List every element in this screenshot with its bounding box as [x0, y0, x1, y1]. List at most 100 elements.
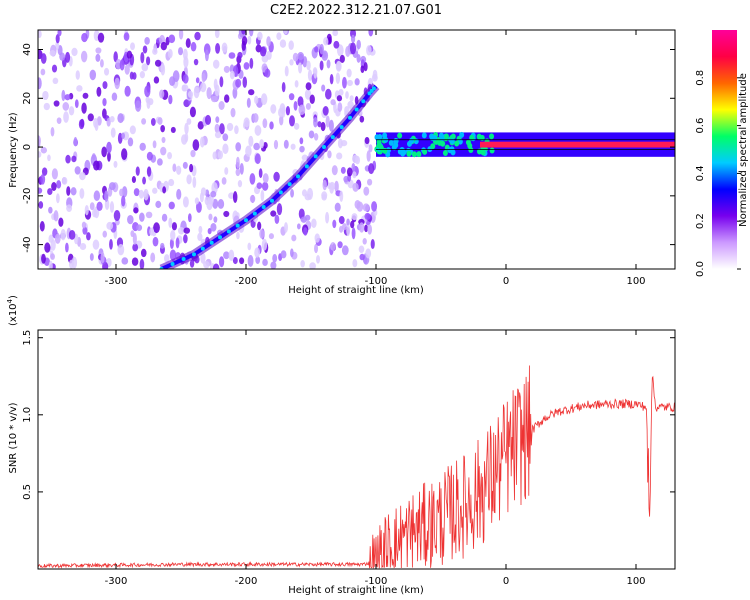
noise-blob	[94, 121, 99, 131]
noise-blob	[218, 101, 225, 110]
noise-blob	[249, 30, 254, 37]
noise-blob	[363, 186, 370, 196]
noise-blob	[93, 160, 100, 171]
noise-blob	[38, 30, 42, 38]
ridge-point	[181, 257, 186, 262]
carrier-blob	[411, 151, 417, 158]
noise-blob	[260, 189, 265, 202]
noise-blob	[65, 242, 69, 253]
noise-blob	[289, 59, 294, 66]
snr-xtick-label: -300	[105, 576, 128, 587]
noise-blob	[341, 245, 349, 256]
snr-marks	[38, 365, 675, 569]
noise-blob	[289, 115, 295, 127]
noise-blob	[359, 115, 365, 123]
noise-blob	[82, 226, 88, 235]
noise-blob	[121, 195, 126, 207]
noise-blob	[301, 154, 308, 161]
noise-blob	[268, 233, 274, 240]
noise-blob	[168, 201, 175, 210]
noise-blob	[127, 137, 134, 147]
noise-blob	[260, 93, 268, 106]
noise-blob	[248, 135, 254, 147]
noise-blob	[68, 106, 75, 116]
noise-blob	[47, 188, 53, 195]
noise-blob	[278, 107, 284, 118]
noise-blob	[248, 89, 255, 96]
noise-blob	[364, 136, 370, 145]
noise-blob	[331, 165, 338, 176]
ridge-point	[287, 182, 292, 187]
noise-blob	[183, 234, 188, 244]
noise-blob	[62, 102, 70, 111]
noise-blob	[254, 247, 260, 258]
noise-blob	[74, 166, 81, 175]
noise-blob	[172, 163, 177, 172]
noise-blob	[346, 224, 351, 237]
snr-scale-note: (x104)	[6, 295, 19, 326]
noise-blob	[198, 225, 203, 234]
noise-blob	[206, 198, 213, 211]
noise-blob	[160, 63, 166, 76]
noise-blob	[249, 195, 256, 203]
noise-blob	[356, 201, 364, 212]
noise-blob	[229, 70, 235, 80]
noise-blob	[89, 202, 95, 211]
spectrogram-ytick-label: 40	[22, 43, 33, 56]
noise-blob	[119, 188, 124, 197]
noise-blob	[130, 230, 135, 238]
carrier-blob	[406, 140, 412, 147]
noise-blob	[354, 78, 360, 86]
noise-blob	[160, 242, 165, 249]
noise-blob	[131, 257, 139, 266]
noise-blob	[366, 45, 372, 56]
carrier-blob	[382, 132, 388, 139]
noise-blob	[319, 60, 324, 71]
noise-blob	[241, 30, 246, 35]
noise-blob	[183, 56, 189, 68]
ridge-point	[235, 223, 240, 228]
noise-blob	[144, 36, 150, 45]
noise-blob	[164, 254, 170, 263]
spectrogram-xtick-label: -200	[235, 276, 258, 287]
noise-blob	[102, 230, 108, 238]
noise-blob	[54, 233, 61, 244]
noise-blob	[57, 30, 62, 37]
noise-blob	[87, 113, 94, 122]
ridge-point	[170, 262, 175, 267]
noise-blob	[212, 263, 220, 269]
noise-blob	[358, 245, 365, 253]
noise-blob	[329, 183, 335, 194]
noise-blob	[303, 227, 308, 236]
noise-blob	[228, 52, 236, 59]
noise-blob	[156, 158, 163, 166]
noise-blob	[249, 173, 256, 185]
noise-blob	[279, 115, 284, 126]
noise-blob	[186, 174, 192, 185]
noise-blob	[298, 62, 303, 74]
spectrogram-ylabel: Frequency (Hz)	[8, 112, 19, 188]
noise-blob	[175, 237, 180, 249]
noise-blob	[55, 41, 60, 51]
noise-blob	[259, 229, 265, 239]
noise-blob	[356, 54, 361, 63]
noise-blob	[92, 239, 100, 250]
noise-blob	[223, 65, 230, 73]
carrier-blob	[421, 132, 427, 139]
noise-blob	[332, 219, 337, 229]
colorbar-label: Normalized spectral amplitude	[738, 73, 749, 227]
noise-blob	[214, 84, 220, 97]
noise-blob	[155, 200, 162, 209]
carrier-blob	[406, 150, 412, 157]
noise-blob	[330, 99, 336, 106]
ridge-point	[226, 229, 231, 234]
noise-blob	[142, 176, 146, 185]
noise-blob	[371, 201, 378, 212]
noise-blob	[336, 152, 343, 160]
noise-blob	[121, 257, 129, 265]
carrier-blob	[449, 138, 455, 145]
noise-blob	[367, 178, 373, 186]
noise-blob	[123, 32, 130, 41]
noise-blob	[82, 92, 89, 99]
noise-blob	[81, 102, 87, 114]
